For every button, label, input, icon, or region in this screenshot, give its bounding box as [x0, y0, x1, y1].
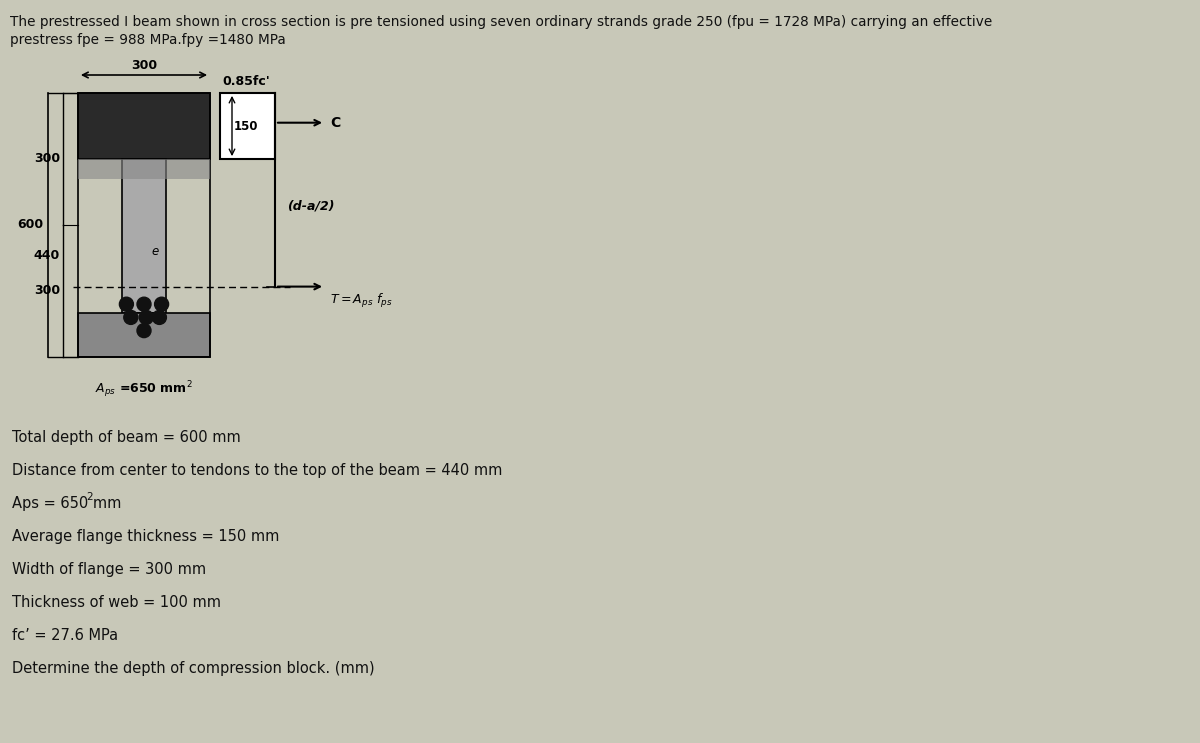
- Text: 300: 300: [131, 59, 157, 72]
- Text: $T=A_{ps}\ f_{ps}$: $T=A_{ps}\ f_{ps}$: [330, 291, 392, 310]
- Circle shape: [139, 311, 154, 325]
- Text: (d-a/2): (d-a/2): [287, 200, 335, 212]
- Text: 0.85fc': 0.85fc': [222, 75, 270, 88]
- Text: 300: 300: [34, 152, 60, 166]
- Bar: [78, 313, 210, 357]
- Text: Width of flange = 300 mm: Width of flange = 300 mm: [12, 562, 206, 577]
- Bar: [220, 93, 275, 159]
- Text: Aps = 650 mm: Aps = 650 mm: [12, 496, 121, 511]
- Circle shape: [137, 324, 151, 337]
- Circle shape: [152, 311, 167, 325]
- Text: $A_{ps}$ =650 mm$^2$: $A_{ps}$ =650 mm$^2$: [95, 379, 193, 400]
- Text: prestress fpe = 988 MPa.fpy =1480 MPa: prestress fpe = 988 MPa.fpy =1480 MPa: [10, 33, 286, 47]
- Text: Thickness of web = 100 mm: Thickness of web = 100 mm: [12, 595, 221, 610]
- Text: Distance from center to tendons to the top of the beam = 440 mm: Distance from center to tendons to the t…: [12, 463, 503, 478]
- Text: 600: 600: [17, 218, 43, 232]
- Bar: [122, 159, 166, 313]
- Text: 300: 300: [34, 285, 60, 297]
- Circle shape: [155, 297, 168, 311]
- Text: The prestressed I beam shown in cross section is pre tensioned using seven ordin: The prestressed I beam shown in cross se…: [10, 15, 992, 29]
- Text: fc’ = 27.6 MPa: fc’ = 27.6 MPa: [12, 628, 118, 643]
- Circle shape: [137, 297, 151, 311]
- Circle shape: [124, 311, 138, 325]
- Text: Determine the depth of compression block. (mm): Determine the depth of compression block…: [12, 661, 374, 676]
- Text: 2: 2: [86, 492, 94, 502]
- Bar: [78, 93, 210, 159]
- Text: 150: 150: [234, 120, 258, 132]
- Text: 440: 440: [34, 250, 60, 262]
- Bar: [78, 93, 210, 357]
- Text: Total depth of beam = 600 mm: Total depth of beam = 600 mm: [12, 430, 241, 445]
- Text: Average flange thickness = 150 mm: Average flange thickness = 150 mm: [12, 529, 280, 544]
- Text: e: e: [151, 245, 158, 258]
- Text: C: C: [330, 116, 341, 130]
- Circle shape: [120, 297, 133, 311]
- Bar: [78, 159, 210, 179]
